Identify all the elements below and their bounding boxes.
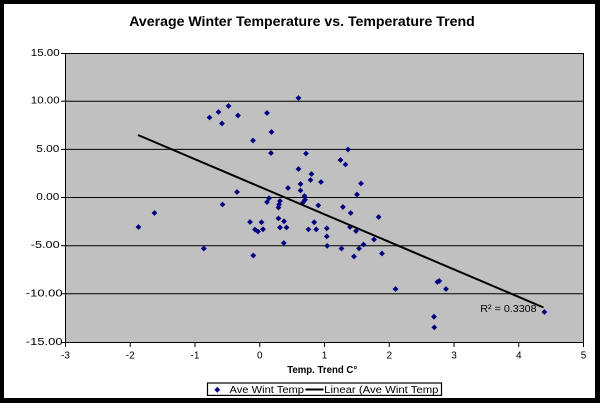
svg-text:-3: -3	[61, 351, 70, 362]
svg-text:1: 1	[322, 351, 328, 362]
svg-text:4: 4	[516, 351, 522, 362]
svg-text:15.00: 15.00	[31, 48, 60, 59]
svg-text:-15.00: -15.00	[26, 337, 63, 348]
svg-text:Ave Wint Temp: Ave Wint Temp	[230, 385, 305, 396]
svg-text:-10.00: -10.00	[26, 288, 63, 299]
svg-text:10.00: 10.00	[31, 96, 60, 107]
svg-text:5: 5	[581, 351, 587, 362]
svg-text:Average Winter Temperature vs.: Average Winter Temperature vs. Temperatu…	[129, 14, 475, 29]
svg-text:Linear (Ave Wint Temp: Linear (Ave Wint Temp	[324, 385, 439, 396]
svg-text:3: 3	[451, 351, 457, 362]
svg-text:0.00: 0.00	[36, 192, 60, 203]
svg-text:-5.00: -5.00	[31, 240, 60, 251]
svg-text:Temp. Trend C°: Temp. Trend C°	[287, 365, 357, 376]
svg-text:5.00: 5.00	[36, 144, 60, 155]
svg-text:0: 0	[257, 351, 263, 362]
svg-text:-1: -1	[191, 351, 200, 362]
svg-text:2: 2	[386, 351, 392, 362]
svg-text:R² = 0.3308: R² = 0.3308	[480, 304, 537, 315]
svg-text:-2: -2	[126, 351, 135, 362]
